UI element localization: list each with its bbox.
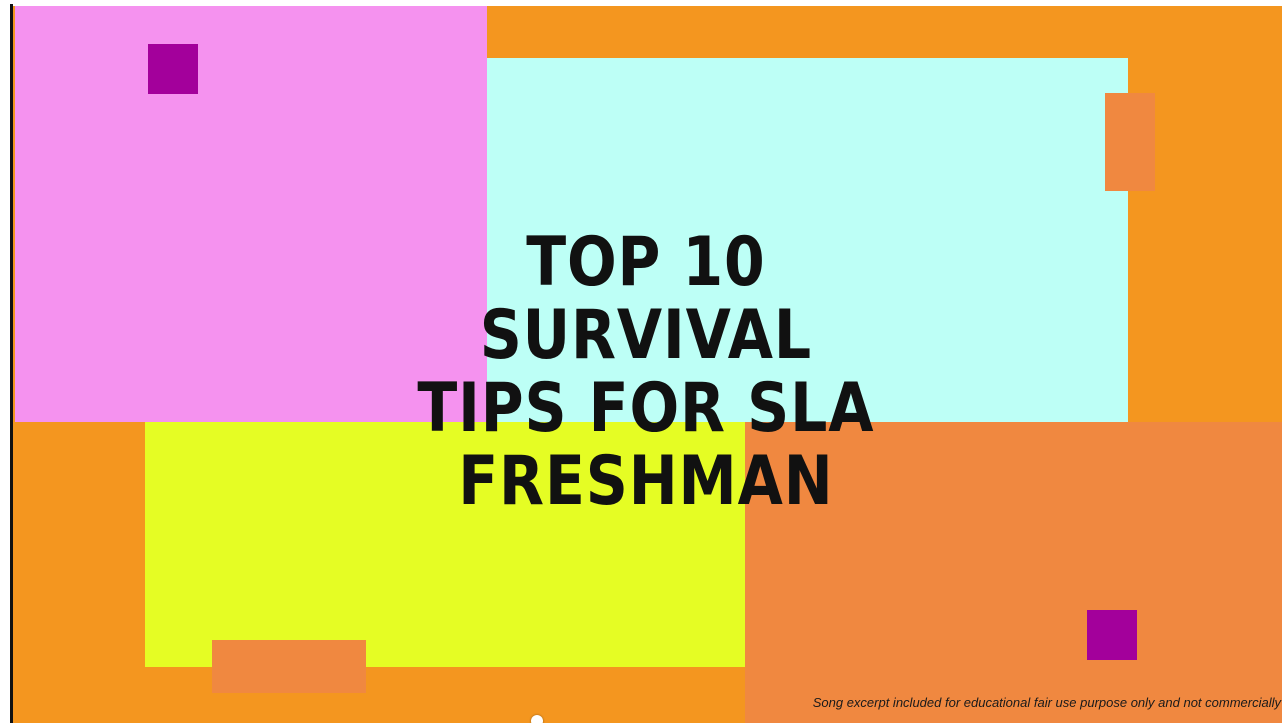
title-line-4: FRESHMAN	[458, 442, 834, 521]
frame-left-border	[10, 4, 13, 723]
salmon-accent-right	[1105, 93, 1155, 191]
yellow-panel	[145, 422, 745, 667]
title-line-1: TOP 10	[526, 223, 766, 302]
purple-square-bottom	[1087, 610, 1137, 660]
salmon-panel	[745, 422, 1282, 723]
title-line-3: TIPS FOR SLA	[417, 369, 875, 448]
purple-square-top	[148, 44, 198, 94]
salmon-accent-bottom	[212, 640, 366, 693]
fair-use-disclaimer: Song excerpt included for educational fa…	[812, 695, 1281, 710]
title-line-2: SURVIVAL	[479, 296, 813, 375]
pink-panel	[15, 6, 487, 422]
slide-title: TOP 10 SURVIVAL TIPS FOR SLA FRESHMAN	[100, 226, 1191, 518]
playback-scrubber-handle[interactable]	[531, 715, 543, 723]
cyan-panel	[487, 58, 1128, 422]
title-slide: TOP 10 SURVIVAL TIPS FOR SLA FRESHMAN So…	[13, 6, 1282, 723]
